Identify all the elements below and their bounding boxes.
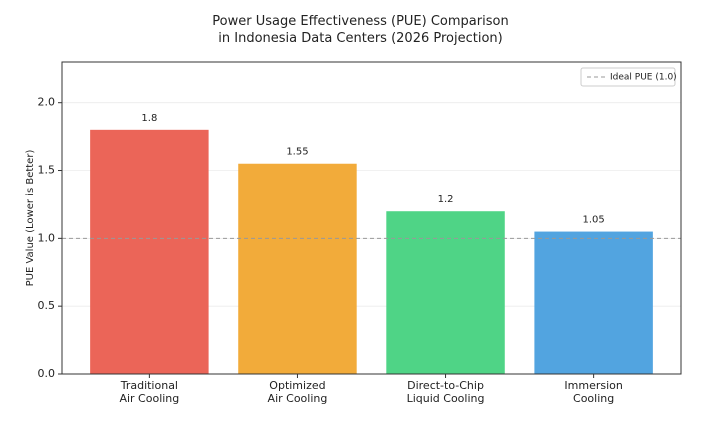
x-tick-label-line: Cooling: [573, 392, 614, 405]
x-tick-label: Direct-to-Chip Liquid Cooling: [407, 379, 485, 405]
x-tick-label: Optimized Air Cooling: [268, 379, 328, 405]
x-tick-label-line: Traditional: [120, 379, 178, 392]
x-tick-label: Immersion Cooling: [564, 379, 622, 405]
y-tick-label: 1.5: [38, 164, 56, 177]
x-tick-label-line: Air Cooling: [119, 392, 179, 405]
value-label: 1.2: [438, 194, 454, 205]
y-tick-label: 0.0: [38, 367, 56, 380]
x-tick-label-line: Liquid Cooling: [407, 392, 485, 405]
y-tick-label: 1.0: [38, 231, 56, 244]
bar: [386, 211, 505, 374]
y-tick-label: 0.5: [38, 299, 56, 312]
chart-title: Power Usage Effectiveness (PUE) Comparis…: [212, 14, 508, 46]
value-label: 1.05: [582, 215, 604, 226]
value-label: 1.8: [141, 113, 157, 124]
bar: [90, 129, 209, 374]
bar: [534, 231, 653, 374]
y-tick-label: 2.0: [38, 96, 56, 109]
x-tick-label-line: Immersion: [564, 379, 622, 392]
bar: [238, 163, 357, 374]
plot-frame: [61, 61, 682, 375]
y-axis-label: PUE Value (Lower is Better): [25, 150, 36, 287]
x-tick-label: Traditional Air Cooling: [119, 379, 179, 405]
x-tick-label-line: Air Cooling: [268, 392, 328, 405]
value-label: 1.55: [286, 147, 308, 158]
legend-label: Ideal PUE (1.0): [610, 73, 677, 83]
chart-title-line: in Indonesia Data Centers (2026 Projecti…: [218, 31, 502, 46]
legend-box: [580, 67, 676, 87]
x-tick-label-line: Direct-to-Chip: [407, 379, 484, 392]
x-tick-label-line: Optimized: [269, 379, 325, 392]
chart-title-line: Power Usage Effectiveness (PUE) Comparis…: [212, 14, 508, 29]
